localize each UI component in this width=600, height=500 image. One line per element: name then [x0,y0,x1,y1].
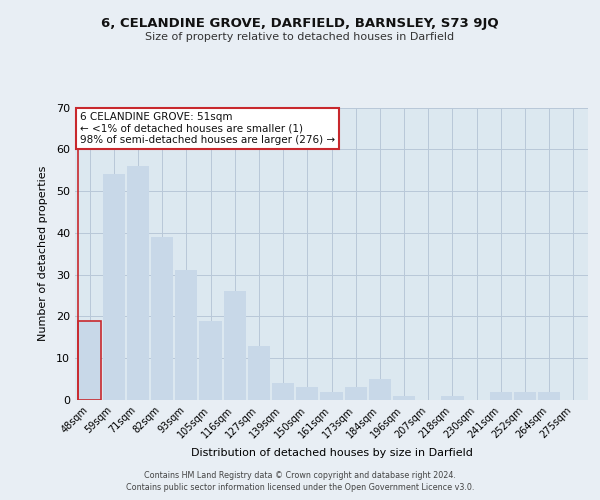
Text: 6, CELANDINE GROVE, DARFIELD, BARNSLEY, S73 9JQ: 6, CELANDINE GROVE, DARFIELD, BARNSLEY, … [101,18,499,30]
Text: Contains HM Land Registry data © Crown copyright and database right 2024.: Contains HM Land Registry data © Crown c… [144,472,456,480]
Bar [538,392,560,400]
Bar [175,270,197,400]
Bar [320,392,343,400]
Bar [442,396,464,400]
Bar [103,174,125,400]
Y-axis label: Number of detached properties: Number of detached properties [38,166,47,342]
Bar [248,346,270,400]
Bar [369,379,391,400]
Bar [514,392,536,400]
Bar [344,388,367,400]
Text: 6 CELANDINE GROVE: 51sqm
← <1% of detached houses are smaller (1)
98% of semi-de: 6 CELANDINE GROVE: 51sqm ← <1% of detach… [80,112,335,145]
Bar [393,396,415,400]
Bar [151,237,173,400]
Bar [490,392,512,400]
Text: Contains public sector information licensed under the Open Government Licence v3: Contains public sector information licen… [126,482,474,492]
Bar [79,320,101,400]
Bar [296,388,319,400]
Bar [199,320,221,400]
Bar [272,384,294,400]
Bar [127,166,149,400]
X-axis label: Distribution of detached houses by size in Darfield: Distribution of detached houses by size … [191,448,472,458]
Bar [224,292,246,400]
Text: Size of property relative to detached houses in Darfield: Size of property relative to detached ho… [145,32,455,42]
